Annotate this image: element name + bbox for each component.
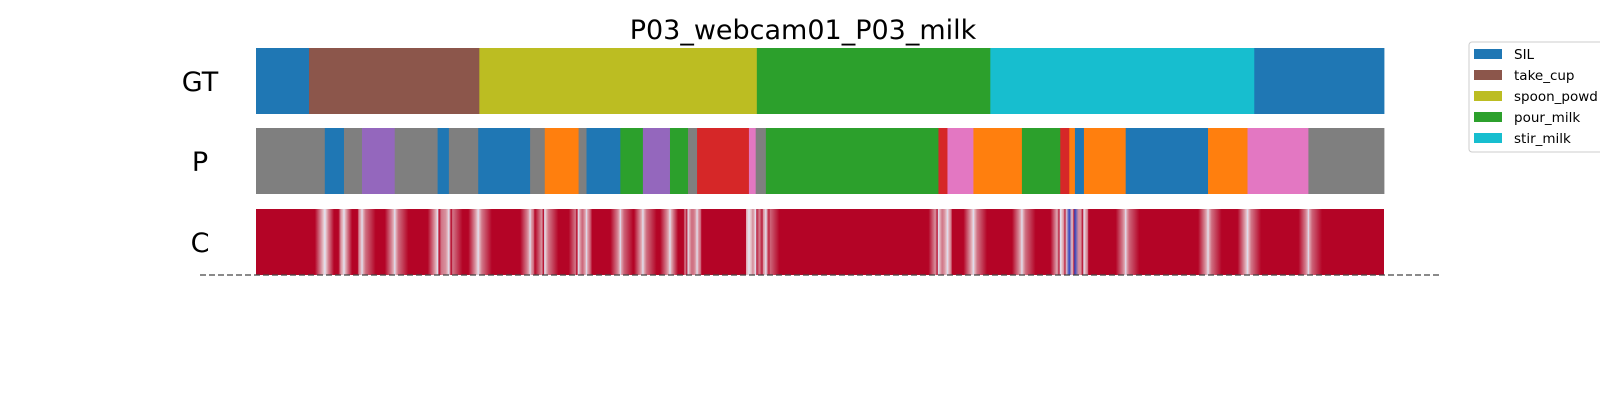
segment-p-9 [544,128,580,194]
segment-p-14 [669,128,689,194]
segment-p-13 [642,128,671,194]
legend-label-1: take_cup [1514,68,1575,84]
segment-p-20 [938,128,948,194]
segment-gt-0 [256,48,310,114]
segment-gt-3 [756,48,991,114]
chart-title: P03_webcam01_P03_milk [630,15,977,46]
segment-p-12 [620,128,644,194]
segment-p-6 [448,128,479,194]
legend-swatch-3 [1474,112,1502,122]
segment-p-0 [256,128,326,194]
segment-p-3 [362,128,396,194]
legend: SIL take_cup spoon_powd pour_milk stir_milk [1468,41,1600,153]
segment-p-29 [1208,128,1248,194]
segment-p-25 [1069,128,1076,194]
segment-p-31 [1308,128,1385,194]
segment-gt-5 [1254,48,1385,114]
segment-p-10 [578,128,587,194]
segment-p-2 [343,128,363,194]
legend-label-3: pour_milk [1514,110,1580,126]
segment-p-16 [697,128,750,194]
row-c: C [191,209,1384,275]
segment-p-5 [437,128,450,194]
segment-p-4 [394,128,438,194]
legend-swatch-0 [1474,49,1502,59]
legend-label-2: spoon_powd [1514,89,1598,105]
legend-swatch-1 [1474,70,1502,80]
segment-p-15 [688,128,698,194]
segment-p-30 [1247,128,1309,194]
legend-frame [1468,41,1600,153]
segment-gt-1 [309,48,480,114]
legend-swatch-4 [1474,133,1502,143]
segment-p-8 [530,128,546,194]
row-p: P [192,128,1385,194]
confidence-band [256,209,1384,275]
segment-rows: GT P C [182,48,1385,275]
segment-p-18 [755,128,767,194]
segment-p-22 [973,128,1023,194]
segment-p-23 [1021,128,1061,194]
segment-p-17 [748,128,757,194]
segment-gt-4 [990,48,1255,114]
row-label-c: C [191,228,210,259]
segment-gt-2 [479,48,758,114]
segment-p-26 [1074,128,1085,194]
legend-swatch-2 [1474,91,1502,101]
segment-p-21 [947,128,974,194]
segment-p-28 [1125,128,1209,194]
row-label-gt: GT [182,67,219,98]
legend-label-0: SIL [1514,47,1535,63]
segment-p-7 [478,128,531,194]
legend-label-4: stir_milk [1514,131,1571,147]
segment-p-11 [586,128,621,194]
segment-p-27 [1083,128,1127,194]
row-gt: GT [182,48,1385,114]
segment-p-1 [324,128,345,194]
segment-p-24 [1060,128,1070,194]
row-label-p: P [192,147,208,178]
segment-p-19 [765,128,939,194]
